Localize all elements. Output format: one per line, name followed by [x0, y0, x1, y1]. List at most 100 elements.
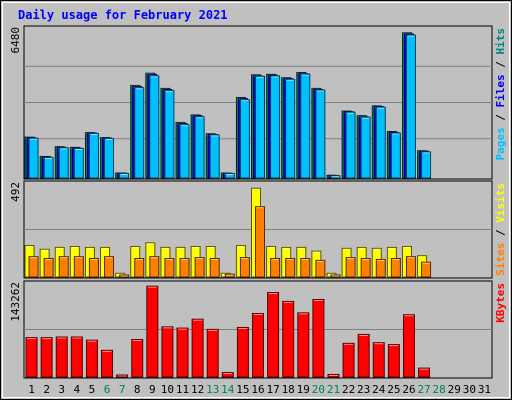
bar-pages-day-19	[300, 73, 311, 179]
x-tick-label-18: 18	[282, 383, 295, 396]
chart-title: Daily usage for February 2021	[18, 8, 228, 22]
bar-kbytes-day-22	[342, 342, 355, 378]
legend-sites: Sites	[494, 243, 507, 276]
bar-kbytes-day-24	[372, 342, 385, 378]
bar-pages-day-20	[315, 89, 326, 179]
bar-pages-day-12	[194, 116, 205, 179]
x-tick-label-8: 8	[134, 383, 141, 396]
x-tick-label-31: 31	[478, 383, 491, 396]
x-tick-label-21: 21	[327, 383, 340, 396]
bar-sites-day-3	[58, 256, 69, 278]
legend-separator: /	[494, 108, 507, 128]
legend-kbytes: KBytes	[494, 283, 507, 323]
bar-sites-day-2	[43, 258, 54, 278]
series-legend: Sites / Visits	[494, 183, 507, 276]
bar-sites-day-8	[134, 258, 145, 278]
bar-pages-day-27	[421, 151, 432, 179]
bar-kbytes-day-27	[418, 367, 431, 378]
x-tick-label-12: 12	[191, 383, 204, 396]
bar-sites-day-27	[421, 261, 432, 278]
bar-kbytes-day-10	[161, 326, 174, 378]
bar-sites-day-15	[239, 257, 250, 278]
x-tick-label-15: 15	[236, 383, 249, 396]
x-tick-label-5: 5	[89, 383, 96, 396]
panel-hits-files-pages: 6480 Pages / Files / Hits	[9, 25, 507, 180]
bar-pages-day-17	[270, 75, 281, 179]
bar-sites-day-9	[149, 256, 160, 278]
x-tick-label-29: 29	[448, 383, 461, 396]
x-axis-labels: 1 2 3 4 5 6 7 8 9 10 11 12 13 14 15 16 17 18 19 20 21 22 23 24 2…	[28, 383, 491, 396]
x-tick-label-4: 4	[74, 383, 81, 396]
x-tick-label-1: 1	[28, 383, 35, 396]
bar-kbytes-day-4	[70, 336, 83, 378]
bar-kbytes-day-20	[312, 299, 325, 378]
bar-kbytes-day-17	[267, 292, 280, 378]
bar-pages-day-6	[104, 138, 115, 179]
bar-kbytes-day-6	[101, 349, 114, 378]
bar-sites-day-13	[209, 258, 220, 278]
x-tick-label-3: 3	[58, 383, 65, 396]
x-tick-label-6: 6	[104, 383, 111, 396]
y-max-label: 492	[9, 182, 22, 202]
bar-kbytes-day-18	[282, 300, 295, 378]
bar-kbytes-day-3	[55, 336, 68, 378]
series-legend: Pages / Files / Hits	[494, 28, 507, 161]
series-legend: KBytes	[494, 283, 507, 323]
bar-pages-day-14	[224, 172, 235, 179]
bar-kbytes-day-1	[25, 337, 38, 378]
bar-kbytes-day-23	[357, 333, 370, 378]
bar-kbytes-day-25	[387, 344, 400, 378]
x-tick-label-28: 28	[433, 383, 446, 396]
bar-sites-day-10	[164, 258, 175, 278]
bar-kbytes-day-12	[191, 318, 204, 378]
bar-kbytes-day-26	[402, 314, 415, 378]
bar-pages-day-22	[345, 111, 356, 179]
bar-sites-day-23	[360, 258, 371, 278]
bar-kbytes-day-8	[131, 339, 144, 378]
bar-pages-day-18	[285, 78, 296, 179]
bar-sites-day-22	[345, 257, 356, 278]
x-tick-label-9: 9	[149, 383, 156, 396]
x-tick-label-30: 30	[463, 383, 476, 396]
bar-sites-day-20	[315, 259, 326, 278]
x-tick-label-13: 13	[206, 383, 219, 396]
bar-sites-day-16	[255, 206, 265, 278]
x-tick-label-22: 22	[342, 383, 355, 396]
bar-kbytes-day-2	[40, 337, 53, 378]
bar-sites-day-1	[28, 256, 39, 278]
legend-separator: /	[494, 55, 507, 75]
panel-visits-sites: 492 Sites / Visits	[9, 180, 507, 279]
bar-pages-day-15	[239, 99, 250, 179]
x-tick-label-14: 14	[221, 383, 235, 396]
legend-visits: Visits	[494, 183, 507, 223]
bar-kbytes-day-5	[85, 339, 98, 378]
bar-pages-day-25	[390, 132, 401, 179]
x-tick-label-16: 16	[251, 383, 264, 396]
x-tick-label-25: 25	[387, 383, 400, 396]
bar-kbytes-day-11	[176, 327, 189, 378]
bar-pages-day-8	[134, 87, 145, 179]
bar-pages-day-26	[405, 34, 416, 179]
x-tick-label-27: 27	[417, 383, 430, 396]
bar-kbytes-day-13	[206, 328, 219, 378]
bar-sites-day-17	[270, 258, 281, 278]
bar-kbytes-day-19	[297, 312, 310, 378]
bar-sites-day-19	[300, 258, 311, 278]
panel-kbytes: 143262 KBytes	[9, 280, 507, 379]
bar-kbytes-day-16	[252, 312, 264, 378]
bar-sites-day-26	[405, 256, 416, 278]
legend-pages: Pages	[494, 127, 507, 160]
bar-pages-day-13	[209, 134, 220, 179]
bar-sites-day-24	[375, 258, 386, 278]
x-tick-label-20: 20	[312, 383, 325, 396]
bar-pages-day-2	[43, 157, 54, 179]
bar-pages-day-7	[119, 172, 130, 179]
bar-sites-day-25	[390, 258, 401, 278]
x-tick-label-23: 23	[357, 383, 370, 396]
bar-sites-day-12	[194, 257, 205, 278]
bar-kbytes-day-14	[221, 372, 234, 378]
x-tick-label-7: 7	[119, 383, 126, 396]
x-tick-label-11: 11	[176, 383, 189, 396]
